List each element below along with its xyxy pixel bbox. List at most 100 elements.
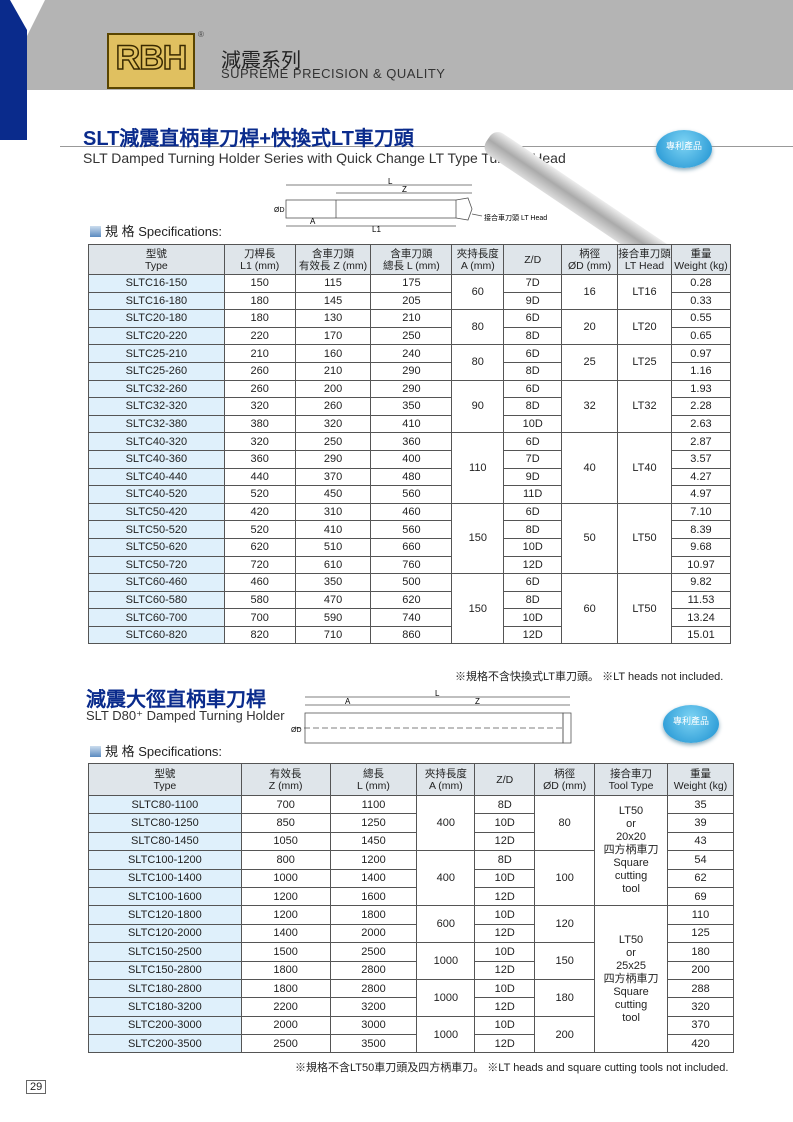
z-cell: 1050	[240, 831, 331, 852]
l1-cell: 720	[223, 555, 296, 575]
l-cell: 660	[370, 537, 453, 557]
zd-cell: 10D	[474, 868, 536, 888]
header-line: 柄徑	[579, 247, 601, 260]
column-header: 刀桿長 L1 (mm)	[223, 244, 296, 275]
dim-OD: ØD	[291, 727, 302, 734]
weight-cell: 10.97	[670, 555, 732, 575]
zd-cell: 6D	[503, 573, 563, 592]
square-bullet-icon	[90, 746, 101, 757]
od-cell: 25	[561, 344, 619, 381]
dim-OD: ØD	[274, 207, 285, 214]
type-cell: SLTC40-360	[88, 449, 225, 469]
l-cell: 860	[370, 625, 453, 645]
table-row: SLTC25-210 210 160 240 80 6D 25 LT25 0.97	[88, 344, 732, 381]
header-line: Tool Type	[608, 779, 654, 792]
z-cell: 470	[294, 590, 372, 610]
type-cell: SLTC40-440	[88, 467, 225, 487]
l-cell: 410	[370, 414, 453, 434]
table-row: SLTC32-260 260 200 290 90 6D 32 LT32 1.93	[88, 379, 732, 434]
z-cell: 800	[240, 850, 331, 870]
header-line: 接合車刀	[610, 767, 653, 780]
l-cell: 1100	[329, 794, 418, 815]
weight-cell: 3.57	[670, 449, 732, 469]
weight-cell: 43	[667, 831, 734, 852]
zd-cell: 6D	[503, 309, 563, 328]
zd-cell: 10D	[503, 537, 563, 557]
zd-cell: 9D	[503, 291, 563, 311]
type-cell: SLTC180-3200	[88, 997, 242, 1017]
z-cell: 1000	[240, 868, 331, 888]
zd-cell: 10D	[474, 1015, 536, 1036]
l1-cell: 580	[223, 590, 296, 610]
od-cell: 50	[561, 502, 619, 575]
head-cell: LT32	[617, 379, 672, 434]
z-cell: 1400	[240, 923, 331, 944]
spec-table-1: 型號 Type 刀桿長 L1 (mm) 含車刀頭 有效長 Z (mm) 含車刀頭 總長 L (…	[88, 244, 732, 645]
table-row: SLTC40-320 320 250 360 110 6D 40 LT40 2.87	[88, 432, 732, 504]
z-cell: 850	[240, 813, 331, 833]
od-cell: 60	[561, 573, 619, 645]
z-cell: 310	[294, 502, 372, 522]
weight-cell: 0.33	[670, 291, 732, 311]
zd-cell: 9D	[503, 467, 563, 487]
zd-cell: 6D	[503, 379, 563, 399]
weight-cell: 0.28	[670, 274, 732, 293]
l-cell: 205	[370, 291, 453, 311]
weight-cell: 2.28	[670, 397, 732, 416]
l-cell: 480	[370, 467, 453, 487]
l-cell: 760	[370, 555, 453, 575]
header-line: 型號	[154, 767, 176, 780]
head-cell: LT50	[617, 573, 672, 645]
zd-cell: 10D	[474, 905, 536, 925]
column-header: 含車刀頭 有效長 Z (mm)	[294, 244, 372, 275]
type-cell: SLTC25-210	[88, 344, 225, 363]
type-cell: SLTC40-320	[88, 432, 225, 451]
l1-cell: 440	[223, 467, 296, 487]
weight-cell: 2.87	[670, 432, 732, 451]
weight-cell: 4.97	[670, 485, 732, 504]
type-cell: SLTC80-1100	[88, 794, 242, 815]
weight-cell: 39	[667, 813, 734, 833]
weight-cell: 370	[667, 1015, 734, 1036]
l-cell: 210	[370, 309, 453, 328]
od-cell: 150	[534, 942, 596, 980]
z-cell: 250	[294, 432, 372, 451]
type-cell: SLTC50-720	[88, 555, 225, 575]
header-line: 總長 L (mm)	[383, 259, 440, 272]
type-cell: SLTC100-1600	[88, 886, 242, 907]
header-line: 含車刀頭	[312, 247, 355, 260]
zd-cell: 12D	[503, 625, 563, 645]
l-cell: 3000	[329, 1015, 418, 1036]
l1-cell: 210	[223, 344, 296, 363]
weight-cell: 9.82	[670, 573, 732, 592]
z-cell: 1500	[240, 942, 331, 962]
z-cell: 260	[294, 397, 372, 416]
header-line: 重量	[690, 767, 711, 780]
weight-cell: 62	[667, 868, 734, 888]
z-cell: 115	[294, 274, 372, 293]
tagline: SUPREME PRECISION & QUALITY	[221, 66, 446, 81]
a-cell: 60	[451, 273, 505, 311]
z-cell: 450	[294, 485, 372, 504]
header-line: 刀桿長	[243, 247, 276, 260]
l-cell: 2800	[329, 960, 418, 980]
column-header: 含車刀頭 總長 L (mm)	[370, 244, 453, 275]
l-cell: 290	[370, 361, 453, 381]
weight-cell: 54	[667, 850, 734, 870]
type-cell: SLTC60-700	[88, 608, 225, 627]
header-line: Weight (kg)	[674, 259, 728, 272]
spec-label-1: 規 格 Specifications:	[90, 221, 222, 240]
header-line: Weight (kg)	[673, 779, 728, 792]
type-cell: SLTC80-1250	[88, 813, 242, 833]
a-cell: 400	[416, 850, 476, 907]
dim-L: L	[388, 177, 393, 186]
table-row: SLTC200-3500 2500 3500 12D 420	[88, 1034, 734, 1054]
weight-cell: 69	[667, 886, 734, 907]
type-cell: SLTC50-620	[88, 537, 225, 557]
head-cell: LT25	[617, 344, 672, 381]
table-row: SLTC100-1600 1200 1600 12D 69	[88, 886, 734, 907]
type-cell: SLTC60-460	[88, 573, 225, 592]
section1-title: SLT減震直柄車刀桿+快換式LT車刀頭	[83, 128, 414, 150]
type-cell: SLTC20-180	[88, 309, 225, 328]
type-cell: SLTC150-2500	[88, 942, 242, 962]
